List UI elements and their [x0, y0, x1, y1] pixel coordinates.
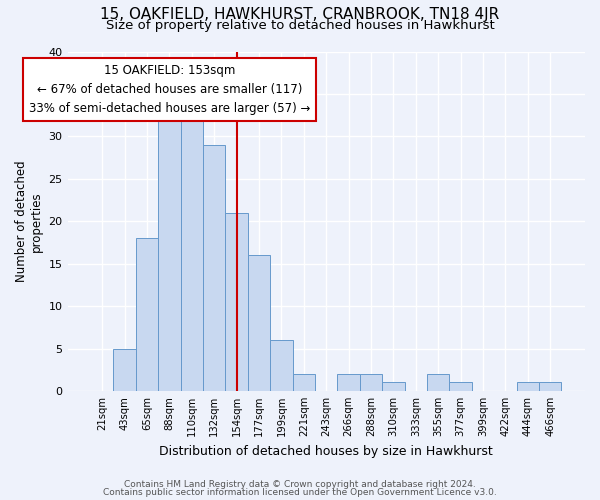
Bar: [226, 212, 248, 391]
Bar: [449, 382, 472, 391]
Bar: [360, 374, 382, 391]
Bar: [158, 120, 181, 391]
Bar: [293, 374, 315, 391]
Bar: [517, 382, 539, 391]
Y-axis label: Number of detached
properties: Number of detached properties: [15, 160, 43, 282]
Text: Contains public sector information licensed under the Open Government Licence v3: Contains public sector information licen…: [103, 488, 497, 497]
Bar: [248, 255, 270, 391]
Bar: [113, 348, 136, 391]
Bar: [337, 374, 360, 391]
Bar: [427, 374, 449, 391]
X-axis label: Distribution of detached houses by size in Hawkhurst: Distribution of detached houses by size …: [160, 444, 493, 458]
Bar: [382, 382, 404, 391]
Bar: [181, 111, 203, 391]
Bar: [136, 238, 158, 391]
Bar: [539, 382, 562, 391]
Bar: [270, 340, 293, 391]
Bar: [203, 145, 226, 391]
Text: 15, OAKFIELD, HAWKHURST, CRANBROOK, TN18 4JR: 15, OAKFIELD, HAWKHURST, CRANBROOK, TN18…: [100, 8, 500, 22]
Text: 15 OAKFIELD: 153sqm
← 67% of detached houses are smaller (117)
33% of semi-detac: 15 OAKFIELD: 153sqm ← 67% of detached ho…: [29, 64, 310, 115]
Text: Size of property relative to detached houses in Hawkhurst: Size of property relative to detached ho…: [106, 19, 494, 32]
Text: Contains HM Land Registry data © Crown copyright and database right 2024.: Contains HM Land Registry data © Crown c…: [124, 480, 476, 489]
